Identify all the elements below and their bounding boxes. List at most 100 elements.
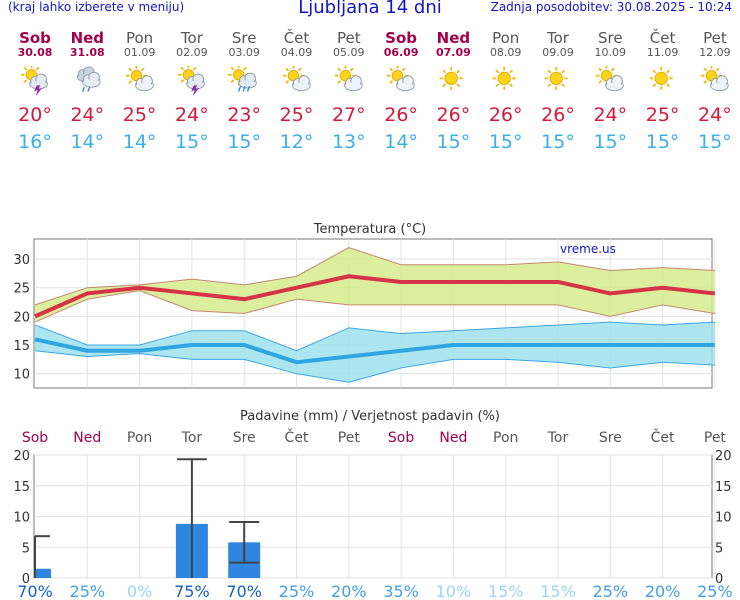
day-column: Pon 01.09 25° 14° xyxy=(114,30,166,154)
temperature-chart-title: Temperatura (°C) xyxy=(313,222,426,237)
min-temperature: 16° xyxy=(18,131,52,153)
day-column: Ned 07.09 26° 15° xyxy=(427,30,479,154)
last-updated: Zadnja posodobitev: 30.08.2025 - 10:24 xyxy=(490,0,732,14)
min-temperature: 15° xyxy=(698,131,732,153)
day-date: 04.09 xyxy=(280,46,313,59)
precipitation-day-label: Ned xyxy=(73,430,101,446)
temperature-line-min xyxy=(34,337,715,365)
temperature-ytick-label: 10 xyxy=(13,368,30,383)
min-temperature: 15° xyxy=(593,131,628,153)
precipitation-day-label: Čet xyxy=(651,428,675,446)
max-temperature: 23° xyxy=(227,104,262,126)
day-name: Pet xyxy=(336,29,361,47)
day-column: Pon 08.09 26° 15° xyxy=(480,29,532,154)
sun-cloud-icon xyxy=(332,65,366,96)
max-temperature: 24° xyxy=(698,104,732,126)
temperature-band-max xyxy=(35,247,715,323)
temperature-ytick-label: 15 xyxy=(13,339,30,354)
day-column: Sob 06.09 26° 14° xyxy=(375,29,427,154)
day-column: Sre 10.09 24° 15° xyxy=(584,29,636,154)
precipitation-probability-label: 25% xyxy=(697,582,733,600)
day-name: Čet xyxy=(649,29,676,47)
max-temperature: 26° xyxy=(436,104,471,126)
sun-icon xyxy=(489,66,523,96)
min-temperature: 15° xyxy=(488,131,523,153)
precipitation-probability-label: 20% xyxy=(645,582,681,600)
precipitation-probability-label: 75% xyxy=(174,582,210,600)
sun-icon xyxy=(436,66,470,96)
temperature-ytick-label: 20 xyxy=(13,310,30,325)
min-temperature: 13° xyxy=(331,131,366,153)
day-date: 03.09 xyxy=(228,46,260,59)
temperature-band-lower-max xyxy=(34,290,715,323)
day-date: 09.09 xyxy=(542,46,574,59)
day-name: Tor xyxy=(547,29,569,47)
day-date: 07.09 xyxy=(435,46,471,59)
precipitation-probability-label: 70% xyxy=(226,582,262,600)
sun-icon xyxy=(541,66,575,96)
max-temperature: 25° xyxy=(279,104,314,126)
temperature-line-max xyxy=(34,274,716,319)
precipitation-day-label: Sre xyxy=(233,430,256,446)
max-temperature: 26° xyxy=(541,104,575,126)
watermark: vreme.us xyxy=(560,242,616,256)
precipitation-ytick-left: 15 xyxy=(13,480,30,495)
max-temperature: 26° xyxy=(488,104,523,126)
precipitation-probability-label: 10% xyxy=(436,582,472,600)
precipitation-ytick-left: 10 xyxy=(13,511,30,526)
forecast-strip: Sob 30.08 20° 16° Ned 31.08 24° 14° Pon 01.09 25° 1… xyxy=(0,30,740,170)
max-temperature: 24° xyxy=(175,104,209,126)
sun-cloud-thunder-icon xyxy=(175,64,209,96)
day-date: 11.09 xyxy=(646,46,679,59)
sun-cloud-icon xyxy=(593,65,627,96)
day-name: Pon xyxy=(492,29,520,47)
day-date: 30.08 xyxy=(17,46,53,59)
precipitation-bar xyxy=(35,568,51,578)
precipitation-probability-label: 15% xyxy=(488,582,524,600)
top-bar: (kraj lahko izberete v meniju) Ljubljana… xyxy=(0,0,740,20)
min-temperature: 15° xyxy=(645,131,680,153)
day-column: Tor 09.09 26° 15° xyxy=(532,29,584,154)
precipitation-probability-label: 25% xyxy=(593,582,629,600)
temperature-ytick-label: 30 xyxy=(13,253,30,268)
min-temperature: 14° xyxy=(384,131,418,153)
precipitation-ytick-left: 0 xyxy=(22,572,30,587)
precipitation-ytick-right: 20 xyxy=(715,449,732,464)
sun-cloud-icon xyxy=(384,65,418,96)
precipitation-ytick-right: 0 xyxy=(715,572,723,587)
sun-cloud-icon xyxy=(123,65,157,96)
precipitation-probability-label: 25% xyxy=(70,582,106,600)
day-date: 02.09 xyxy=(176,46,208,59)
min-temperature: 15° xyxy=(541,131,575,153)
precipitation-day-label: Pon xyxy=(127,430,152,446)
precipitation-probability-label: 0% xyxy=(127,582,152,600)
min-temperature: 14° xyxy=(122,131,157,153)
precipitation-ytick-right: 10 xyxy=(715,511,732,526)
day-date: 12.09 xyxy=(699,46,731,59)
max-temperature: 27° xyxy=(331,104,366,126)
day-name: Pet xyxy=(703,29,727,47)
temperature-band-lower-min xyxy=(34,350,715,383)
min-temperature: 14° xyxy=(70,131,105,153)
precipitation-probability-label: 35% xyxy=(383,582,419,600)
precipitation-ytick-right: 5 xyxy=(715,541,723,556)
max-temperature: 24° xyxy=(70,104,105,126)
precipitation-day-label: Sob xyxy=(22,430,48,446)
max-temperature: 24° xyxy=(593,104,628,126)
day-column: Pet 05.09 27° 13° xyxy=(323,29,375,154)
day-name: Sob xyxy=(19,29,51,47)
day-date: 05.09 xyxy=(333,46,365,59)
sun-icon xyxy=(646,66,680,96)
precipitation-probability-label: 25% xyxy=(279,582,315,600)
temperature-ytick-label: 25 xyxy=(13,282,30,297)
temperature-band-upper-max xyxy=(34,247,715,306)
precipitation-probability-label: 15% xyxy=(540,582,576,600)
day-column: Tor 02.09 24° 15° xyxy=(166,30,218,154)
day-name: Sre xyxy=(598,29,623,47)
precipitation-day-label: Tor xyxy=(547,430,569,446)
precipitation-day-label: Pet xyxy=(338,430,361,446)
max-temperature: 25° xyxy=(645,104,680,126)
day-name: Sre xyxy=(231,29,257,47)
precipitation-probability-label: 70% xyxy=(17,582,53,600)
day-name: Sob xyxy=(385,29,418,47)
